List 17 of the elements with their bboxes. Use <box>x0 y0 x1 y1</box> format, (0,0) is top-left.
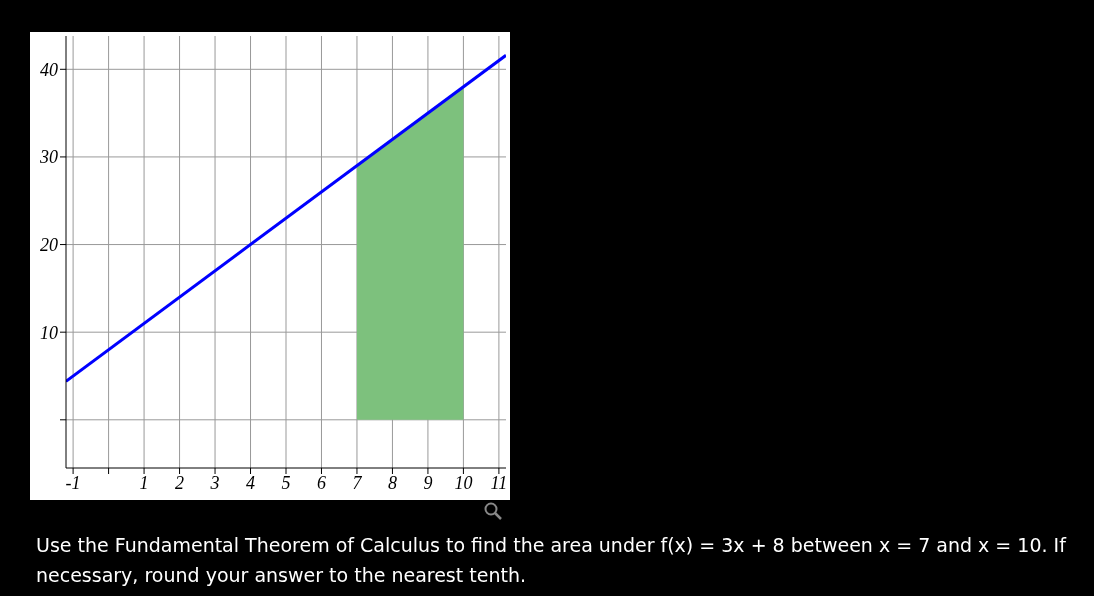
text: Use the Fundamental Theorem of Calculus to find the area under f(x) = 3x + 8 between x = 7 and x = 10. If necessary, round your answer to the nearest tenth. <box>36 533 1068 588</box>
x-tick-label: 5 <box>281 472 291 493</box>
x-tick-label: 1 <box>139 472 149 493</box>
x-tick-label: 6 <box>316 472 326 493</box>
x-tick-label: 9 <box>423 472 433 493</box>
x-tick-label: 8 <box>387 472 397 493</box>
x-tick-label: 10 <box>454 472 473 493</box>
x-tick-label: 11 <box>490 472 508 493</box>
x-tick-label: 3 <box>209 472 220 493</box>
y-tick-label: 40 <box>40 59 58 80</box>
x-tick-label: 4 <box>246 472 256 493</box>
y-tick-label: 30 <box>39 147 58 168</box>
x-tick-label: 2 <box>175 472 185 493</box>
y-tick-label: 10 <box>40 322 58 343</box>
x-tick-label: -1 <box>65 472 81 493</box>
x-tick-label: 7 <box>352 472 363 493</box>
y-tick-label: 20 <box>40 234 58 255</box>
